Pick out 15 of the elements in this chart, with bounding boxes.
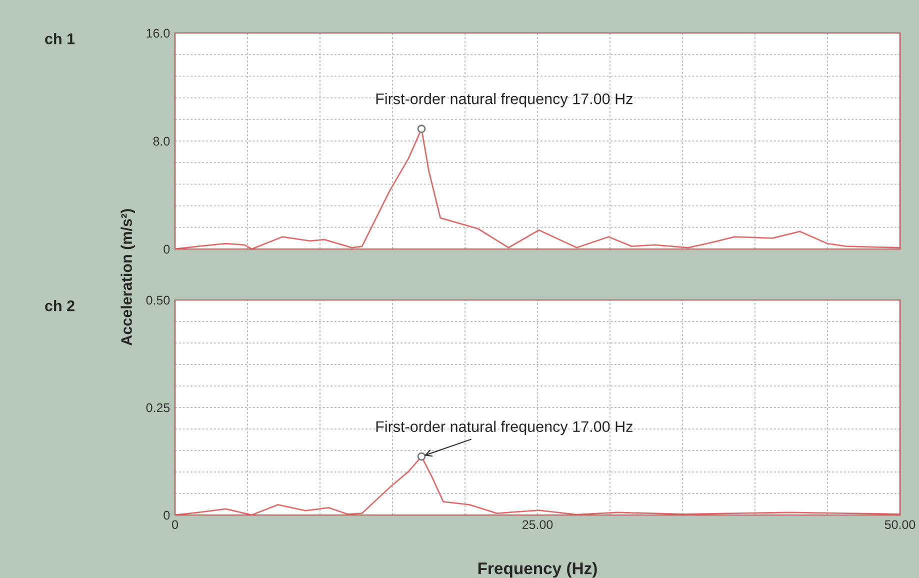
annotation: First-order natural frequency 17.00 Hz: [376, 93, 632, 108]
x-axis-title: Frequency (Hz): [478, 562, 597, 578]
chart-title: ch 1: [45, 33, 75, 44]
x-tick-label: 25.00: [522, 520, 553, 530]
annotation: First-order natural frequency 17.00 Hz: [376, 420, 632, 436]
y-tick-label: 8.0: [153, 136, 170, 146]
y-tick-label: 0: [164, 244, 170, 254]
y-tick-label: 0: [164, 510, 170, 520]
y-tick-label: 0.50: [146, 296, 170, 305]
chart-title: ch 2: [45, 300, 74, 312]
y-tick-label: 0.25: [146, 403, 170, 412]
y-tick-label: 16.0: [146, 28, 170, 38]
x-tick-label: 50.00: [884, 520, 916, 530]
x-tick-label: 0: [172, 520, 178, 530]
y-axis-title: Acceleration (m/s²): [120, 209, 135, 346]
